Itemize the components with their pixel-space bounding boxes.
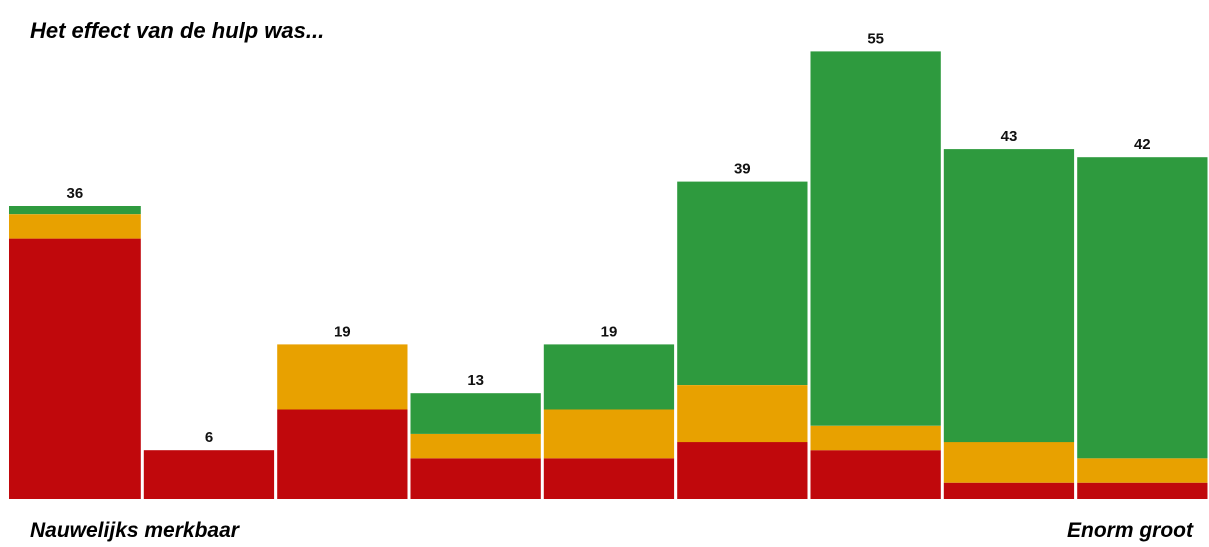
bar-segment-8-series-3 — [943, 149, 1075, 443]
total-label-3: 19 — [334, 323, 351, 340]
x-axis-label-right: Enorm groot — [1067, 519, 1193, 542]
bars-group — [9, 51, 1208, 499]
bar-segment-9-series-3 — [1077, 157, 1208, 459]
bar-segment-5-series-2 — [543, 409, 675, 459]
bar-segment-6-series-3 — [677, 181, 808, 385]
bar-segment-4-series-1 — [410, 458, 541, 499]
bar-segment-8-series-1 — [943, 482, 1075, 499]
bar-segment-5-series-3 — [543, 344, 675, 410]
total-label-9: 42 — [1134, 136, 1151, 153]
bar-segment-7-series-2 — [810, 425, 941, 451]
chart-title: Het effect van de hulp was... — [30, 18, 325, 43]
total-labels-group: 36 6 19 13 19 39 55 43 42 — [67, 30, 1151, 446]
total-label-7: 55 — [867, 30, 884, 47]
total-label-6: 39 — [734, 161, 751, 178]
total-label-8: 43 — [1001, 128, 1018, 145]
bar-segment-3-series-2 — [277, 344, 408, 410]
total-label-5: 19 — [601, 323, 618, 340]
bar-segment-4-series-3 — [410, 393, 541, 434]
total-label-1: 36 — [67, 185, 84, 202]
x-axis-label-left: Nauwelijks merkbaar — [30, 519, 239, 542]
total-label-2: 6 — [205, 429, 213, 446]
bar-segment-9-series-1 — [1077, 482, 1208, 499]
bar-segment-9-series-2 — [1077, 458, 1208, 483]
bar-segment-7-series-3 — [810, 51, 941, 426]
bar-segment-6-series-2 — [677, 385, 808, 443]
total-label-4: 13 — [467, 372, 484, 389]
bar-segment-4-series-2 — [410, 433, 541, 459]
bar-segment-6-series-1 — [677, 442, 808, 499]
bar-segment-2-series-1 — [143, 450, 275, 499]
bar-segment-1-series-1 — [9, 238, 141, 499]
bar-segment-8-series-2 — [943, 442, 1075, 483]
bar-segment-1-series-2 — [9, 214, 141, 239]
bar-segment-7-series-1 — [810, 450, 941, 499]
bar-segment-5-series-1 — [543, 458, 675, 499]
bar-segment-1-series-3 — [9, 206, 141, 215]
bar-segment-3-series-1 — [277, 409, 408, 499]
